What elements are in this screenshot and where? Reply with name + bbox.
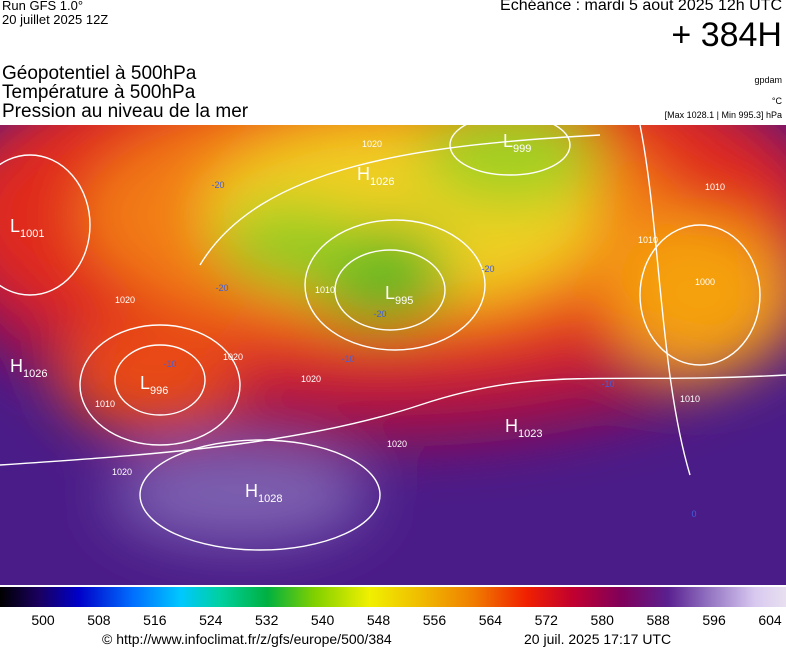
pressure-center: H1026 (10, 356, 47, 380)
colorbar-tick: 588 (646, 612, 670, 628)
unit: gpdam (754, 75, 782, 85)
layer: Pression au niveau de la mer (2, 101, 249, 122)
isotherm-label: -20 (373, 309, 386, 319)
isobar-label: 1010 (95, 399, 115, 409)
center-value: 1026 (23, 368, 47, 380)
valid: Echéance : mardi 5 aout 2025 12h UTC (500, 0, 782, 14)
colorbar-tick: 564 (478, 612, 503, 628)
pressure-center: L1001 (10, 216, 45, 240)
center-value: 1026 (370, 176, 394, 188)
colorbar-tick: 604 (758, 612, 782, 628)
isotherm-label: -10 (601, 379, 614, 389)
unit: °C (771, 96, 782, 106)
layer: Géopotentiel à 500hPa (2, 63, 197, 84)
colorbar-tick: 580 (590, 612, 614, 628)
run: Run GFS 1.0° (2, 0, 84, 13)
colorbar-tick: 548 (366, 612, 391, 628)
pressure-center: L999 (503, 131, 531, 155)
isotherm-label: 0 (691, 509, 696, 519)
timestamp: 20 juil. 2025 17:17 UTC (524, 631, 672, 647)
center-type: L (503, 131, 513, 151)
center-type: L (140, 373, 150, 393)
pressure-center: H1026 (357, 164, 394, 188)
center-type: L (10, 216, 20, 236)
colorbar-tick: 540 (310, 612, 335, 628)
center-value: 1001 (20, 228, 44, 240)
isobar-label: 1010 (315, 285, 335, 295)
isobar-label: 1020 (112, 467, 132, 477)
center-value: 996 (150, 385, 168, 397)
run-date: 20 juillet 2025 12Z (2, 12, 109, 27)
isobar-label: 1010 (680, 394, 700, 404)
isotherm-label: -10 (341, 354, 354, 364)
layer: Température à 500hPa (2, 82, 196, 103)
source: © http://www.infoclimat.fr/z/gfs/europe/… (102, 631, 392, 647)
isobar-label: 1020 (301, 374, 321, 384)
colorbar-tick: 532 (255, 612, 279, 628)
isobar-label: 1010 (705, 182, 725, 192)
center-value: 1023 (518, 428, 542, 440)
center-value: 1028 (258, 493, 282, 505)
pressure-center: L995 (385, 283, 413, 307)
center-value: 995 (395, 295, 413, 307)
center-type: H (245, 481, 258, 501)
colorbar-tick: 500 (31, 612, 55, 628)
center-type: H (357, 164, 370, 184)
colorbar-tick: 556 (422, 612, 447, 628)
isotherm-label: -20 (215, 283, 228, 293)
isobar-label: 1010 (638, 235, 658, 245)
isobar-label: 1000 (695, 277, 715, 287)
lead: + 384H (671, 16, 782, 54)
isotherm-label: -20 (481, 264, 494, 274)
center-value: 999 (513, 143, 531, 155)
isotherm-label: -10 (163, 359, 176, 369)
isobar-label: 1020 (115, 295, 135, 305)
isobar-label: 1020 (362, 139, 382, 149)
pressure-center: L996 (140, 373, 168, 397)
isobar-label: 1020 (387, 439, 407, 449)
colorbar-tick: 508 (87, 612, 111, 628)
unit: [Max 1028.1 | Min 995.3] hPa (664, 110, 782, 120)
colorbar-tick: 572 (534, 612, 558, 628)
colorbar-tick: 596 (702, 612, 726, 628)
isotherm-label: -20 (211, 180, 224, 190)
center-type: L (385, 283, 395, 303)
center-type: H (505, 416, 518, 436)
colorbar (0, 587, 786, 607)
colorbar-tick: 516 (143, 612, 167, 628)
pressure-center: H1023 (505, 416, 542, 440)
isobar-label: 1020 (223, 352, 243, 362)
center-type: H (10, 356, 23, 376)
colorbar-tick: 524 (199, 612, 223, 628)
pressure-center: H1028 (245, 481, 282, 505)
